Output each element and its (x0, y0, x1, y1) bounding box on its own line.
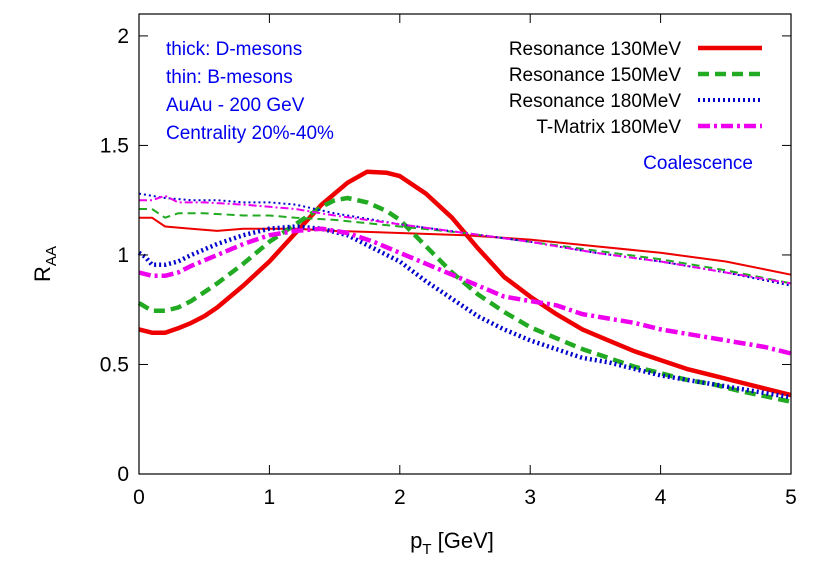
y-tick-label-3: 1.5 (100, 134, 129, 157)
series-line-b-7 (139, 194, 792, 285)
x-axis-label-sub: T (422, 541, 431, 558)
y-tick-label-2: 1 (117, 244, 129, 267)
annotation-coalescence: Coalescence (643, 153, 753, 174)
x-tick-label-0: 0 (133, 486, 145, 509)
legend-label-2: Resonance 180MeV (509, 91, 681, 112)
x-axis-label-main: p (410, 528, 422, 553)
series-line-d-2 (137, 195, 792, 404)
y-axis-label: RAA (30, 246, 60, 282)
x-axis-label: pT [GeV] (410, 528, 494, 558)
tick-layer: 0 1 2 3 4 5 0 0.5 1 1.5 2 (100, 14, 797, 509)
legend-label-0: Resonance 130MeV (509, 39, 681, 60)
y-axis-label-sub: AA (43, 246, 60, 266)
series-line-b-3 (139, 208, 792, 285)
x-tick-label-5: 5 (785, 486, 797, 509)
y-tick-label-4: 2 (117, 25, 129, 48)
annotation-thick: thick: D-mesons (166, 39, 302, 60)
y-tick-label-0: 0 (117, 463, 129, 486)
x-tick-label-3: 3 (524, 486, 536, 509)
annotation-centrality: Centrality 20%-40% (166, 123, 334, 144)
series-line-d-0 (138, 169, 792, 398)
legend-label-3: T-Matrix 180MeV (536, 117, 681, 138)
annotation-system: AuAu - 200 GeV (166, 95, 305, 116)
y-tick-label-1: 0.5 (100, 353, 129, 376)
series-layer (137, 169, 792, 404)
x-axis-label-unit: [GeV] (432, 528, 494, 553)
plot-frame (138, 13, 792, 475)
x-tick-label-1: 1 (264, 486, 276, 509)
x-tick-label-2: 2 (394, 486, 406, 509)
legend-label-1: Resonance 150MeV (509, 65, 681, 86)
x-tick-label-4: 4 (655, 486, 667, 509)
y-axis-label-main: R (30, 266, 55, 282)
series-line-b-5 (138, 192, 792, 287)
legend: Resonance 130MeV Resonance 150MeV Resona… (509, 39, 762, 138)
series-line-d-6 (138, 226, 792, 356)
annotation-thin: thin: B-mesons (166, 67, 293, 88)
series-line-d-4 (137, 224, 792, 400)
